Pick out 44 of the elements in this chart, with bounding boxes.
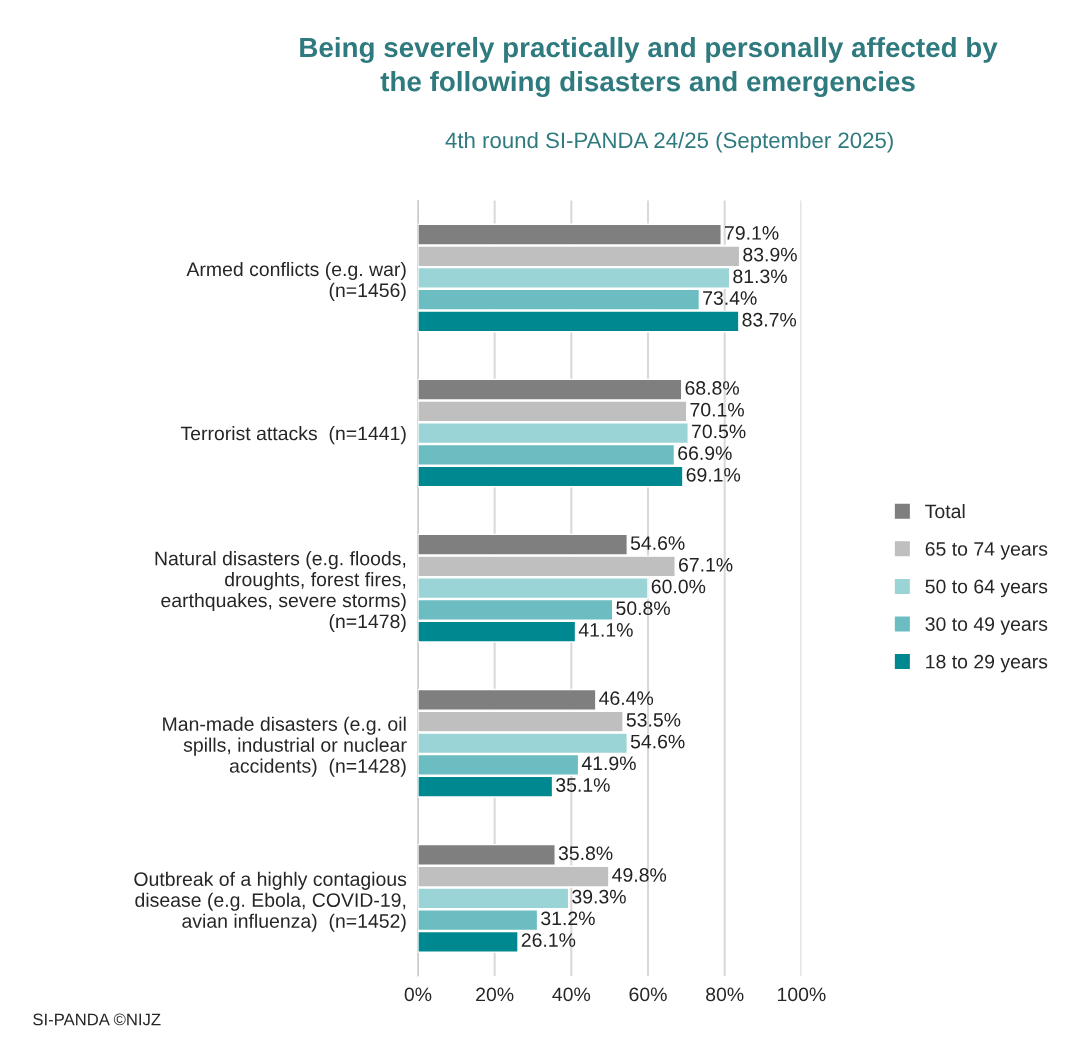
legend-label: 65 to 74 years (925, 542, 1048, 560)
data-label: 81.3% (733, 269, 787, 284)
data-label: 83.9% (743, 247, 797, 262)
data-label: 35.8% (558, 846, 613, 861)
y-tick-label: Man-made disasters (e.g. oil spills, industrial or nuclear accidents) (n=1428) (163, 716, 407, 777)
x-tick-label: 20% (476, 987, 514, 1002)
x-tick-label: 0% (404, 987, 432, 1002)
legend-label: 18 to 29 years (926, 654, 1048, 673)
data-label: 66.9% (678, 446, 732, 461)
data-label: 68.8% (685, 381, 739, 395)
data-label: 54.6% (630, 536, 685, 550)
legend-label: 30 to 49 years (925, 617, 1048, 635)
data-label: 67.1% (678, 557, 733, 572)
data-label: 54.6% (630, 734, 685, 749)
data-label: 83.7% (742, 312, 797, 327)
x-tick-label: 80% (706, 987, 744, 1002)
legend-label: 50 to 64 years (925, 579, 1048, 598)
legend-label: Total (925, 503, 965, 519)
data-label: 60.0% (651, 579, 706, 594)
y-tick-label: Outbreak of a highly contagious disease (e.g. Ebola, COVID-19, avian influenza) (n=1452) (134, 871, 407, 932)
y-tick-label: Natural disasters (e.g. floods, droughts, forest fires, earthquakes, severe storms) (n=1478) (155, 551, 406, 633)
data-label: 49.8% (612, 868, 667, 882)
data-label: 39.3% (572, 889, 626, 904)
x-tick-label: 40% (552, 987, 591, 1002)
data-label: 53.5% (626, 712, 681, 727)
data-label: 46.4% (599, 691, 654, 706)
x-tick-label: 60% (629, 987, 667, 1002)
data-label: 35.1% (556, 778, 610, 792)
data-label: 70.5% (692, 424, 746, 439)
data-label: 50.8% (616, 601, 670, 616)
data-label: 79.1% (725, 226, 779, 240)
data-label: 41.9% (581, 756, 636, 771)
data-label: 41.1% (578, 623, 633, 637)
data-label: 69.1% (686, 467, 741, 482)
data-label: 26.1% (521, 933, 576, 947)
y-tick-label: Terrorist attacks (n=1441) (180, 426, 406, 445)
text: SI-PANDA ©NIJZ (33, 1013, 161, 1026)
data-label: 73.4% (703, 291, 757, 305)
data-label: 70.1% (690, 402, 744, 417)
data-label: 31.2% (541, 911, 595, 926)
chart-title: Being severely practically and personally affected by the following disasters and emergencies (300, 36, 998, 98)
y-tick-label: Armed conflicts (e.g. war) (n=1456) (186, 261, 406, 301)
chart-subtitle: 4th round SI-PANDA 24/25 (September 2025) (445, 131, 893, 153)
x-tick-label: 100% (777, 987, 826, 1002)
